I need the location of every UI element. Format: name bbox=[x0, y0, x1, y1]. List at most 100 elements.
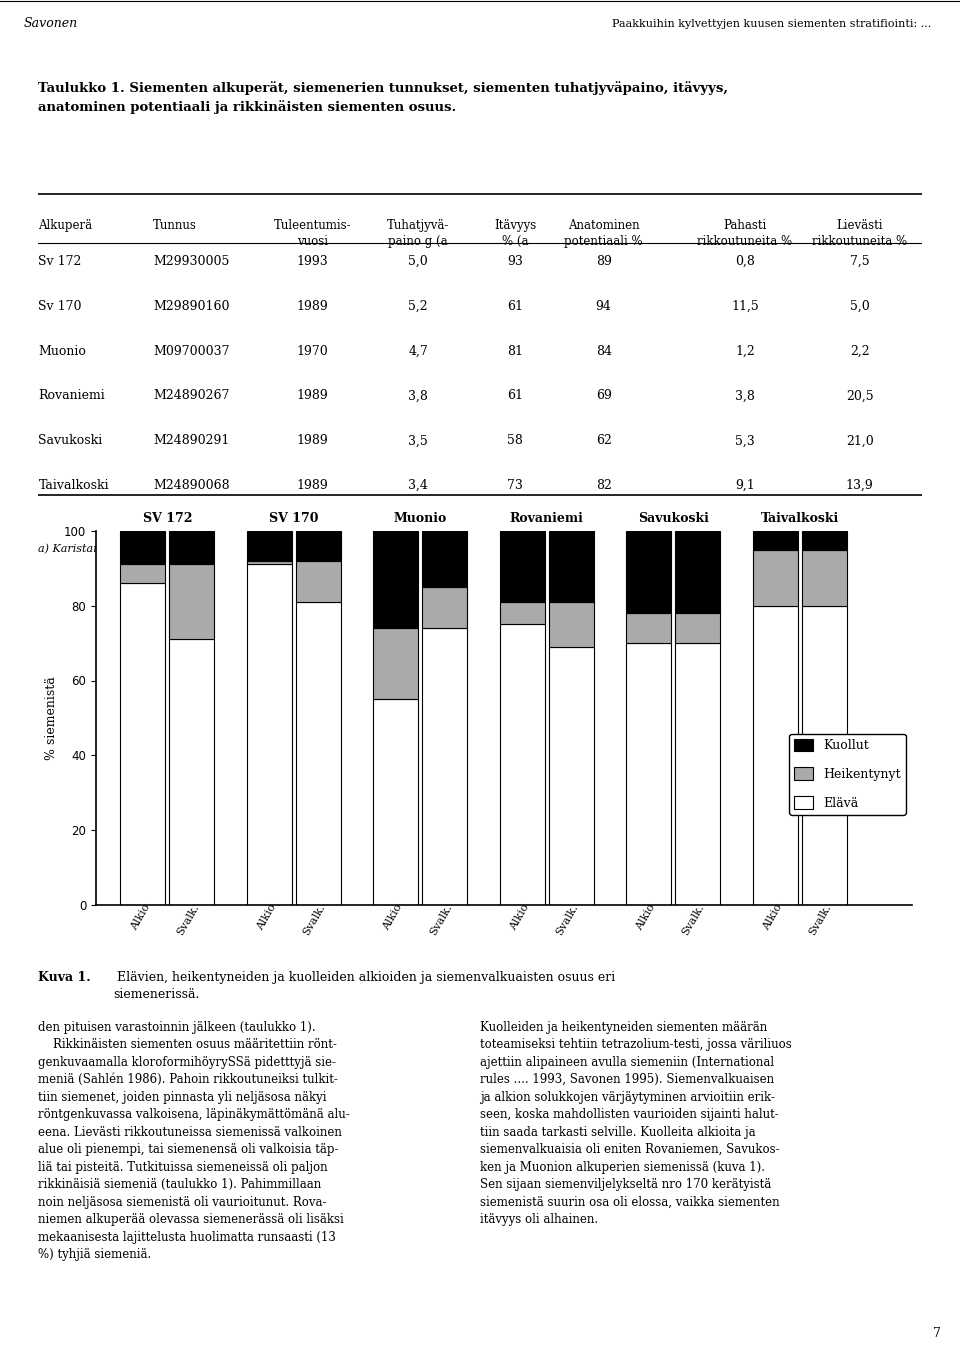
Text: Svalk.: Svalk. bbox=[554, 902, 580, 936]
Text: 9,1: 9,1 bbox=[735, 479, 755, 493]
Text: 1989: 1989 bbox=[297, 479, 328, 493]
Text: 62: 62 bbox=[596, 434, 612, 448]
Legend: Kuollut, Heikentynyt, Elävä: Kuollut, Heikentynyt, Elävä bbox=[789, 734, 905, 814]
Bar bbox=[247, 561, 292, 565]
Bar bbox=[627, 612, 671, 642]
Text: 2,2: 2,2 bbox=[850, 344, 870, 358]
Bar bbox=[500, 602, 545, 625]
Text: Svalk.: Svalk. bbox=[301, 902, 327, 936]
Text: Taivalkoski: Taivalkoski bbox=[760, 512, 839, 525]
Bar bbox=[169, 531, 214, 565]
Text: 21,0: 21,0 bbox=[846, 434, 874, 448]
Text: 3,8: 3,8 bbox=[735, 389, 755, 403]
Text: Elävien, heikentyneiden ja kuolleiden alkioiden ja siemenvalkuaisten osuus eri
s: Elävien, heikentyneiden ja kuolleiden al… bbox=[113, 972, 615, 1002]
Text: Kuva 1.: Kuva 1. bbox=[38, 972, 91, 984]
Text: Savonen: Savonen bbox=[24, 18, 78, 30]
Bar bbox=[753, 550, 798, 606]
Text: Savukoski: Savukoski bbox=[637, 512, 708, 525]
Text: 82: 82 bbox=[596, 479, 612, 493]
Text: 73: 73 bbox=[508, 479, 523, 493]
Text: 3,8: 3,8 bbox=[408, 389, 428, 403]
Text: M29890160: M29890160 bbox=[154, 299, 229, 313]
Bar bbox=[500, 625, 545, 905]
Y-axis label: % siemenistä: % siemenistä bbox=[45, 676, 59, 759]
Text: 13,9: 13,9 bbox=[846, 479, 874, 493]
Text: Paakkuihin kylvettyjen kuusen siementen stratifiointi: ...: Paakkuihin kylvettyjen kuusen siementen … bbox=[612, 19, 931, 29]
Bar bbox=[169, 640, 214, 905]
Bar bbox=[676, 612, 720, 642]
Text: 5,3: 5,3 bbox=[735, 434, 755, 448]
Text: Tuleentumis-
vuosi: Tuleentumis- vuosi bbox=[274, 219, 351, 248]
Text: 69: 69 bbox=[596, 389, 612, 403]
Text: 5,2: 5,2 bbox=[408, 299, 428, 313]
Bar bbox=[676, 531, 720, 612]
Text: 61: 61 bbox=[507, 299, 523, 313]
Bar bbox=[422, 587, 468, 627]
Bar bbox=[627, 531, 671, 612]
Bar bbox=[121, 531, 165, 565]
Text: Pahasti
rikkoutuneita %: Pahasti rikkoutuneita % bbox=[697, 219, 793, 248]
Text: 4,7: 4,7 bbox=[408, 344, 428, 358]
Text: 1993: 1993 bbox=[297, 255, 328, 268]
Text: Anatominen
potentiaali %: Anatominen potentiaali % bbox=[564, 219, 643, 248]
Bar bbox=[373, 627, 419, 700]
Bar bbox=[296, 531, 341, 561]
Text: Muonio: Muonio bbox=[38, 344, 86, 358]
Bar bbox=[549, 646, 593, 905]
Bar bbox=[169, 565, 214, 640]
Text: Alkio: Alkio bbox=[761, 902, 784, 932]
Bar bbox=[549, 531, 593, 602]
Bar bbox=[500, 531, 545, 602]
Bar bbox=[247, 565, 292, 905]
Text: Tunnus: Tunnus bbox=[154, 219, 197, 231]
Text: Alkio: Alkio bbox=[129, 902, 152, 932]
Text: 94: 94 bbox=[596, 299, 612, 313]
Text: Svalk.: Svalk. bbox=[681, 902, 707, 936]
Text: Alkio: Alkio bbox=[635, 902, 658, 932]
Text: 5,0: 5,0 bbox=[850, 299, 870, 313]
Bar bbox=[296, 561, 341, 602]
Text: 1989: 1989 bbox=[297, 299, 328, 313]
Text: 1,2: 1,2 bbox=[735, 344, 755, 358]
Bar bbox=[802, 550, 847, 606]
Text: 20,5: 20,5 bbox=[846, 389, 874, 403]
Text: Itävyys
% (a: Itävyys % (a bbox=[494, 219, 537, 248]
Bar bbox=[802, 531, 847, 550]
Bar bbox=[549, 602, 593, 646]
Text: Rovaniemi: Rovaniemi bbox=[510, 512, 584, 525]
Text: 1989: 1989 bbox=[297, 389, 328, 403]
Text: Tuhatjyvä-
paino g (a: Tuhatjyvä- paino g (a bbox=[387, 219, 449, 248]
Text: 3,5: 3,5 bbox=[408, 434, 428, 448]
Text: 11,5: 11,5 bbox=[732, 299, 758, 313]
Text: Alkio: Alkio bbox=[382, 902, 404, 932]
Text: 81: 81 bbox=[507, 344, 523, 358]
Text: 93: 93 bbox=[508, 255, 523, 268]
Text: SV 172: SV 172 bbox=[143, 512, 192, 525]
Text: 61: 61 bbox=[507, 389, 523, 403]
Text: 1989: 1989 bbox=[297, 434, 328, 448]
Text: Muonio: Muonio bbox=[394, 512, 447, 525]
Bar bbox=[753, 606, 798, 905]
Text: Alkuperä: Alkuperä bbox=[38, 219, 92, 231]
Text: 7: 7 bbox=[933, 1327, 941, 1341]
Text: Sv 172: Sv 172 bbox=[38, 255, 82, 268]
Bar bbox=[373, 531, 419, 627]
Text: Kuolleiden ja heikentyneiden siementen määrän
toteamiseksi tehtiin tetrazolium-t: Kuolleiden ja heikentyneiden siementen m… bbox=[480, 1021, 792, 1226]
Bar bbox=[296, 602, 341, 905]
Text: M24890068: M24890068 bbox=[154, 479, 229, 493]
Text: Sv 170: Sv 170 bbox=[38, 299, 82, 313]
Bar bbox=[373, 700, 419, 905]
Text: M09700037: M09700037 bbox=[154, 344, 229, 358]
Text: Svalk.: Svalk. bbox=[428, 902, 453, 936]
Text: 0,8: 0,8 bbox=[735, 255, 755, 268]
Text: Svalk.: Svalk. bbox=[175, 902, 201, 936]
Text: 89: 89 bbox=[596, 255, 612, 268]
Text: M24890291: M24890291 bbox=[154, 434, 229, 448]
Text: 3,4: 3,4 bbox=[408, 479, 428, 493]
Text: Svalk.: Svalk. bbox=[807, 902, 833, 936]
Bar bbox=[627, 642, 671, 905]
Text: SV 170: SV 170 bbox=[269, 512, 319, 525]
Text: 7,5: 7,5 bbox=[850, 255, 870, 268]
Text: Alkio: Alkio bbox=[508, 902, 531, 932]
Bar bbox=[121, 565, 165, 583]
